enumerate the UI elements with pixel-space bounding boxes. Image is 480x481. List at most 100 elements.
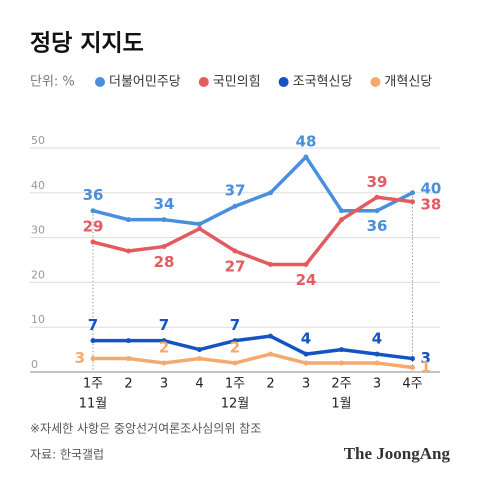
data-label: 3: [75, 349, 85, 367]
data-point: [374, 194, 380, 200]
legend-label: 더불어민주당: [109, 75, 181, 90]
data-point: [268, 351, 273, 357]
data-label: 40: [421, 179, 442, 197]
y-tick-label: 10: [31, 313, 45, 326]
data-label: 24: [296, 271, 317, 289]
data-label: 7: [230, 316, 240, 334]
data-label: 7: [159, 316, 169, 334]
data-point: [232, 203, 238, 209]
data-label: 37: [225, 182, 246, 200]
data-point: [90, 239, 96, 245]
data-point: [161, 338, 167, 344]
data-point: [126, 248, 131, 254]
data-point: [339, 360, 344, 366]
x-tick-label: 3: [302, 377, 310, 392]
data-point: [374, 208, 380, 214]
legend-label: 조국혁신당: [293, 75, 353, 90]
data-point: [410, 365, 415, 371]
y-tick-label: 50: [31, 134, 45, 147]
x-tick-label: 3: [373, 377, 381, 392]
data-point: [90, 208, 96, 214]
data-point: [197, 221, 202, 227]
data-label: 7: [88, 316, 98, 334]
data-point: [268, 190, 273, 196]
x-tick-label: 4주: [402, 377, 422, 392]
data-point: [303, 154, 309, 160]
data-point: [268, 333, 273, 339]
y-tick-label: 0: [31, 358, 38, 371]
data-label: 36: [83, 186, 104, 204]
legend-dot: [278, 77, 289, 87]
series-line: [93, 352, 413, 370]
data-point: [303, 261, 309, 267]
data-label: 2: [159, 339, 169, 357]
data-point: [90, 338, 96, 344]
x-tick-label: 1주: [225, 377, 245, 392]
legend-dot: [198, 77, 209, 87]
y-tick-label: 40: [31, 179, 45, 192]
data-point: [126, 356, 131, 362]
data-label: 28: [154, 253, 175, 271]
x-tick-label: 2주: [331, 377, 351, 392]
y-tick-label: 20: [31, 268, 45, 281]
data-point: [126, 338, 131, 344]
unit-label: 단위: %: [30, 75, 75, 90]
series-line: [92, 195, 413, 267]
data-point: [303, 360, 309, 366]
x-tick-label: 1주: [83, 377, 103, 392]
data-point: [197, 226, 202, 232]
legend-label: 국민의힘: [213, 75, 261, 90]
note: ※자세한 사항은 중앙선거여론조사심의위 참조: [30, 422, 261, 436]
data-label: 3: [421, 349, 431, 367]
data-point: [126, 217, 131, 223]
data-point: [374, 360, 380, 366]
data-label: 1: [421, 358, 431, 376]
x-tick-label: 4: [195, 377, 203, 392]
data-label: 27: [225, 258, 246, 276]
series-line: [93, 334, 413, 361]
data-point: [339, 347, 344, 353]
data-point: [232, 338, 238, 344]
source: 자료: 한국갤럽: [30, 448, 104, 462]
x-period-label: 12월: [221, 397, 250, 412]
x-tick-label: 2: [266, 377, 274, 392]
data-point: [374, 351, 380, 357]
data-point: [90, 356, 96, 362]
data-point: [303, 351, 309, 357]
data-label: 29: [83, 218, 104, 236]
data-point: [410, 356, 415, 362]
data-label: 2: [230, 339, 240, 357]
data-point: [232, 248, 238, 254]
x-period-label: 1월: [331, 397, 351, 412]
data-point: [161, 217, 167, 223]
legend-label: 개혁신당: [384, 75, 432, 90]
legend-dot: [370, 77, 381, 87]
data-label: 48: [296, 132, 317, 150]
data-label: 38: [421, 195, 442, 213]
x-tick-label: 3: [160, 377, 168, 392]
brand-logo: The JoongAng: [344, 444, 451, 463]
x-period-label: 11월: [79, 397, 108, 412]
data-point: [268, 261, 273, 267]
data-point: [410, 199, 415, 205]
data-point: [161, 360, 167, 366]
data-point: [161, 244, 167, 250]
y-tick-label: 30: [31, 224, 45, 237]
data-label: 4: [301, 330, 311, 348]
data-point: [410, 190, 415, 196]
data-point: [197, 347, 202, 353]
data-label: 39: [367, 173, 388, 191]
data-point: [339, 217, 344, 223]
data-label: 36: [367, 217, 388, 235]
data-point: [197, 356, 202, 362]
data-label: 34: [154, 195, 175, 213]
data-point: [232, 360, 238, 366]
legend-dot: [95, 77, 105, 87]
series-line: [92, 155, 414, 226]
data-label: 4: [372, 330, 382, 348]
x-tick-label: 2: [124, 377, 132, 392]
chart-title: 정당 지지도: [30, 31, 144, 57]
data-point: [339, 208, 344, 214]
